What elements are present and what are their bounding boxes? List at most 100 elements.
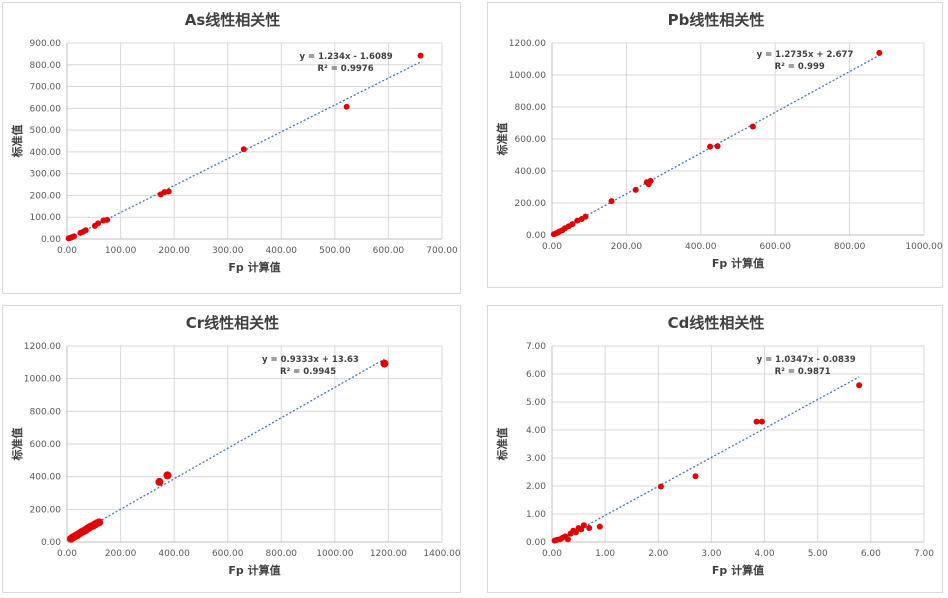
x-tick-label: 400.00 [685, 242, 717, 252]
data-point [714, 143, 721, 150]
r-squared-label: R² = 0.9945 [280, 367, 336, 377]
trendline [555, 376, 860, 543]
data-point [586, 525, 593, 531]
x-tick-label: 0.00 [542, 549, 562, 559]
y-tick-label: 0.00 [526, 538, 546, 548]
x-tick-label: 7.00 [914, 549, 934, 559]
x-tick-label: 0.00 [542, 242, 562, 252]
x-axis-label: Fp 计算值 [712, 256, 764, 270]
y-tick-label: 400.00 [515, 167, 547, 177]
y-tick-label: 400.00 [30, 148, 62, 158]
chart-title: As线性相关性 [185, 11, 281, 29]
y-tick-label: 2.00 [526, 482, 546, 492]
x-tick-label: 500.00 [319, 246, 351, 256]
x-axis-label: Fp 计算值 [228, 563, 280, 577]
x-tick-label: 1400.00 [423, 549, 460, 559]
y-tick-label: 1200.00 [24, 342, 61, 352]
data-point [380, 359, 389, 368]
data-point [647, 177, 654, 184]
x-tick-label: 200.00 [611, 242, 643, 252]
x-tick-label: 0.00 [57, 246, 77, 256]
trendline-equation: y = 1.234x - 1.6089 [300, 52, 393, 62]
x-tick-label: 400.00 [266, 246, 298, 256]
y-axis-label: 标准值 [495, 123, 509, 157]
cd-chart-svg: Cd线性相关性 0.00 1.00 2.00 3.00 4.00 5.00 6.00 7.00 0… [495, 314, 934, 577]
y-tick-label: 1200.00 [509, 39, 546, 49]
trendline-equation: y = 1.2735x + 2.677 [757, 50, 854, 60]
x-tick-label: 600.00 [212, 549, 244, 559]
x-tick-label: 0.00 [57, 549, 77, 559]
chart-title: Pb线性相关性 [668, 11, 765, 29]
y-tick-label: 800.00 [515, 103, 547, 113]
data-point [163, 471, 172, 480]
data-point [692, 473, 699, 480]
y-tick-label: 1000.00 [509, 71, 546, 81]
data-point [582, 213, 589, 220]
data-point [608, 198, 615, 205]
y-tick-label: 100.00 [30, 213, 62, 223]
x-tick-label: 5.00 [808, 549, 828, 559]
r-squared-label: R² = 0.9976 [318, 64, 374, 74]
data-point [343, 103, 350, 110]
data-point [596, 523, 603, 530]
y-tick-label: 4.00 [526, 426, 546, 436]
x-tick-label: 1000.00 [905, 242, 942, 252]
x-tick-label: 800.00 [266, 549, 298, 559]
y-tick-label: 0.00 [41, 235, 61, 245]
y-tick-label: 5.00 [526, 398, 546, 408]
y-tick-label: 7.00 [526, 342, 546, 352]
data-point [165, 188, 172, 195]
y-tick-label: 200.00 [515, 199, 547, 209]
x-tick-label: 1000.00 [316, 549, 353, 559]
data-point [876, 49, 883, 56]
data-point [580, 522, 587, 529]
y-tick-label: 6.00 [526, 370, 546, 380]
y-tick-label: 400.00 [30, 473, 62, 483]
x-axis-label: Fp 计算值 [712, 563, 764, 577]
x-tick-label: 600.00 [373, 246, 405, 256]
y-tick-label: 1000.00 [24, 375, 61, 385]
y-tick-label: 800.00 [30, 61, 62, 71]
data-point [417, 52, 424, 59]
data-point [82, 227, 89, 234]
cr-chart-svg: Cr线性相关性 0.00 200.00 400.00 600.00 800.00 1000.… [10, 314, 460, 577]
chart-panel-pb: Pb线性相关性 0.00 200.00 400.00 600.00 800.00 1000.… [487, 2, 943, 288]
data-point [753, 418, 760, 425]
y-tick-label: 0.00 [526, 231, 546, 241]
y-tick-label: 600.00 [30, 104, 62, 114]
y-axis-label: 标准值 [10, 428, 24, 462]
x-tick-label: 200.00 [105, 549, 137, 559]
y-tick-label: 800.00 [30, 407, 62, 417]
y-tick-label: 200.00 [30, 191, 62, 201]
y-tick-label: 0.00 [41, 538, 61, 548]
data-point [569, 221, 576, 228]
data-point [155, 477, 164, 486]
x-tick-label: 600.00 [759, 242, 791, 252]
trendline-equation: y = 0.9333x + 13.63 [262, 355, 359, 365]
data-point [70, 233, 77, 240]
y-axis-label: 标准值 [10, 125, 24, 159]
data-point [240, 146, 247, 153]
data-point [707, 143, 714, 150]
data-point [632, 186, 639, 193]
y-tick-label: 200.00 [30, 505, 62, 515]
y-tick-label: 600.00 [30, 440, 62, 450]
x-tick-label: 2.00 [648, 549, 668, 559]
data-point [104, 216, 111, 223]
x-tick-label: 400.00 [158, 549, 190, 559]
y-tick-label: 700.00 [30, 83, 62, 93]
x-tick-label: 800.00 [834, 242, 866, 252]
trendline [66, 358, 385, 541]
y-tick-label: 600.00 [515, 135, 547, 145]
y-tick-label: 300.00 [30, 170, 62, 180]
x-tick-label: 1.00 [595, 549, 615, 559]
r-squared-label: R² = 0.999 [775, 62, 825, 72]
r-squared-label: R² = 0.9871 [775, 367, 831, 377]
trendline-equation: y = 1.0347x - 0.0839 [757, 355, 856, 365]
x-axis-label: Fp 计算值 [228, 260, 280, 274]
chart-title: Cr线性相关性 [186, 314, 279, 332]
data-point [749, 123, 756, 130]
y-tick-label: 500.00 [30, 126, 62, 136]
chart-panel-as: As线性相关性 0.00 100.00 200.00 300.00 400.00 500.0… [2, 2, 461, 294]
data-point [564, 536, 571, 543]
